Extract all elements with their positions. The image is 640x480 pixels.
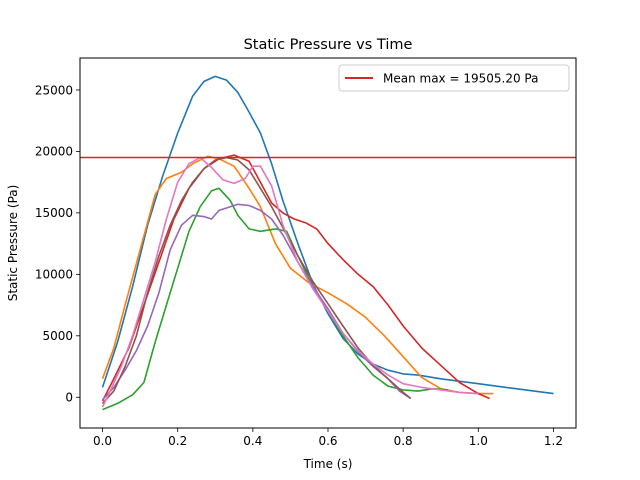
- series-layer: [101, 75, 554, 411]
- legend: Mean max = 19505.20 Pa: [338, 64, 570, 92]
- series-line-1: [101, 75, 554, 395]
- y-axis-label: Static Pressure (Pa): [6, 185, 20, 302]
- y-tick-label: 25000: [35, 83, 73, 97]
- x-tick-label: 0.6: [318, 434, 337, 448]
- legend-box: [338, 64, 570, 92]
- legend-label-mean-max: Mean max = 19505.20 Pa: [383, 72, 538, 86]
- y-axis: 0 5000 10000 15000 20000 25000: [35, 83, 80, 405]
- y-tick-label: 0: [65, 391, 73, 405]
- y-tick-label: 15000: [35, 206, 73, 220]
- plot-area: [79, 57, 577, 429]
- x-axis: 0.0 0.2 0.4 0.6 0.8 1.0 1.2: [93, 428, 563, 448]
- x-tick-label: 0.2: [168, 434, 187, 448]
- x-tick-label: 0.8: [394, 434, 413, 448]
- x-axis-label: Time (s): [303, 457, 353, 471]
- series-line-3: [102, 187, 449, 411]
- series-line-2: [101, 155, 494, 395]
- y-tick-label: 20000: [35, 145, 73, 159]
- x-tick-label: 1.2: [544, 434, 563, 448]
- x-tick-label: 0.4: [243, 434, 262, 448]
- x-tick-label: 1.0: [469, 434, 488, 448]
- y-tick-label: 5000: [42, 329, 73, 343]
- series-line-6: [101, 156, 412, 404]
- x-tick-label: 0.0: [93, 434, 112, 448]
- series-line-4: [101, 154, 490, 402]
- series-line-7: [101, 156, 479, 408]
- y-tick-label: 10000: [35, 268, 73, 282]
- chart-title: Static Pressure vs Time: [244, 37, 413, 53]
